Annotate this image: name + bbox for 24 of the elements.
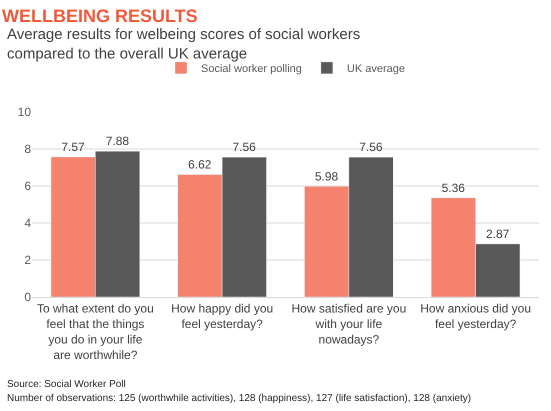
chart-title: WELLBEING RESULTS [2,6,198,26]
y-tick-label: 0 [24,290,32,304]
data-label: 2.87 [486,226,510,241]
y-tick-label: 6 [24,179,32,194]
text: Number of observations: 125 (worthwhile activities), 128 (happiness), 127 (life satisfaction), 128 (anxiety) [7,393,472,404]
data-label: 7.57 [61,140,86,154]
x-tick-label: How anxious did you feel yesterday? [420,301,531,331]
data-label: 7.56 [232,140,256,154]
data-label: 6.62 [188,158,212,172]
data-label: 7.88 [106,134,130,148]
legend-label: Social worker polling [201,63,302,76]
x-tick-label: To what extent do you feel that the things you do in your life are worthwhile? [37,301,154,362]
data-label: 5.98 [314,169,339,184]
legend-label: UK average [346,63,405,76]
y-tick-label: 8 [24,142,32,156]
source-note: Source: Social Worker Poll [7,379,126,390]
x-tick-label: How happy did you feel yesterday? [171,301,274,331]
y-tick-label: 2 [24,253,32,268]
data-label: 5.36 [442,180,466,195]
chart-subtitle: Average results for welbeing scores of social workers compared to the overall UK average [7,26,360,62]
y-tick-label: 10 [18,105,32,120]
data-label: 7.56 [359,140,383,154]
y-tick-label: 4 [24,216,32,230]
x-tick-label: How satisfied are you with your life nowadays? [292,301,406,347]
